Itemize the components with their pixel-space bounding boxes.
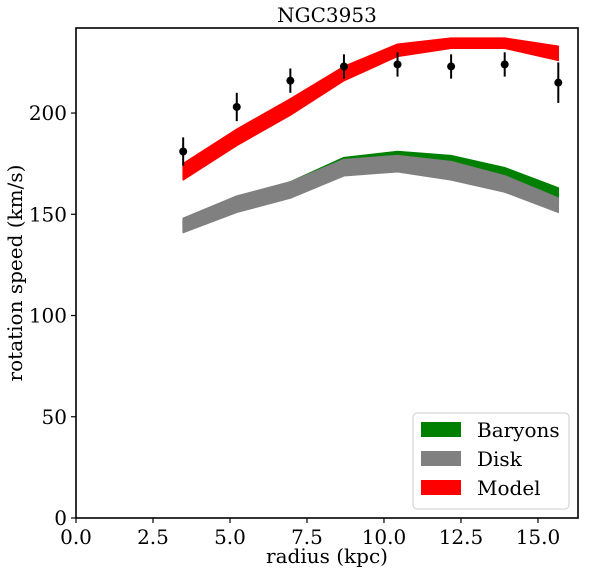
y-tick-label: 100: [29, 304, 67, 328]
x-tick-label: 7.5: [291, 525, 323, 549]
legend-swatch-model: [421, 480, 461, 495]
legend-label-baryons: Baryons: [477, 418, 560, 442]
y-tick-label: 200: [29, 101, 67, 125]
x-tick-label: 15.0: [516, 525, 561, 549]
data-point: [179, 147, 188, 156]
data-point: [339, 62, 348, 71]
chart-title: NGC3953: [277, 3, 377, 27]
x-tick-label: 10.0: [362, 525, 407, 549]
x-tick-label: 2.5: [137, 525, 169, 549]
data-point: [286, 76, 295, 85]
data-point: [232, 102, 241, 111]
y-axis-label: rotation speed (km/s): [3, 165, 27, 382]
legend: Baryons Disk Model: [412, 412, 570, 510]
legend-label-model: Model: [477, 476, 541, 500]
legend-swatch-baryons: [421, 422, 461, 437]
data-point: [447, 62, 456, 71]
y-tick-label: 150: [29, 202, 67, 226]
x-axis-label: radius (kpc): [266, 544, 388, 568]
x-tick-label: 5.0: [214, 525, 246, 549]
y-axis: 0 50 100 150 200: [29, 101, 76, 530]
data-point: [554, 78, 563, 87]
x-axis: 0.0 2.5 5.0 7.5 10.0 12.5 15.0: [60, 518, 560, 549]
series-bands: [182, 37, 560, 234]
x-tick-label: 12.5: [439, 525, 484, 549]
legend-swatch-disk: [421, 451, 461, 466]
data-point: [500, 60, 509, 69]
band-model: [182, 37, 560, 181]
band-disk: [182, 154, 560, 234]
y-tick-label: 0: [54, 506, 67, 530]
legend-label-disk: Disk: [477, 447, 523, 471]
plot-frame: [75, 27, 579, 519]
y-tick-label: 50: [42, 405, 67, 429]
data-point: [393, 60, 402, 69]
x-tick-label: 0.0: [60, 525, 92, 549]
observed-points: [179, 52, 563, 166]
